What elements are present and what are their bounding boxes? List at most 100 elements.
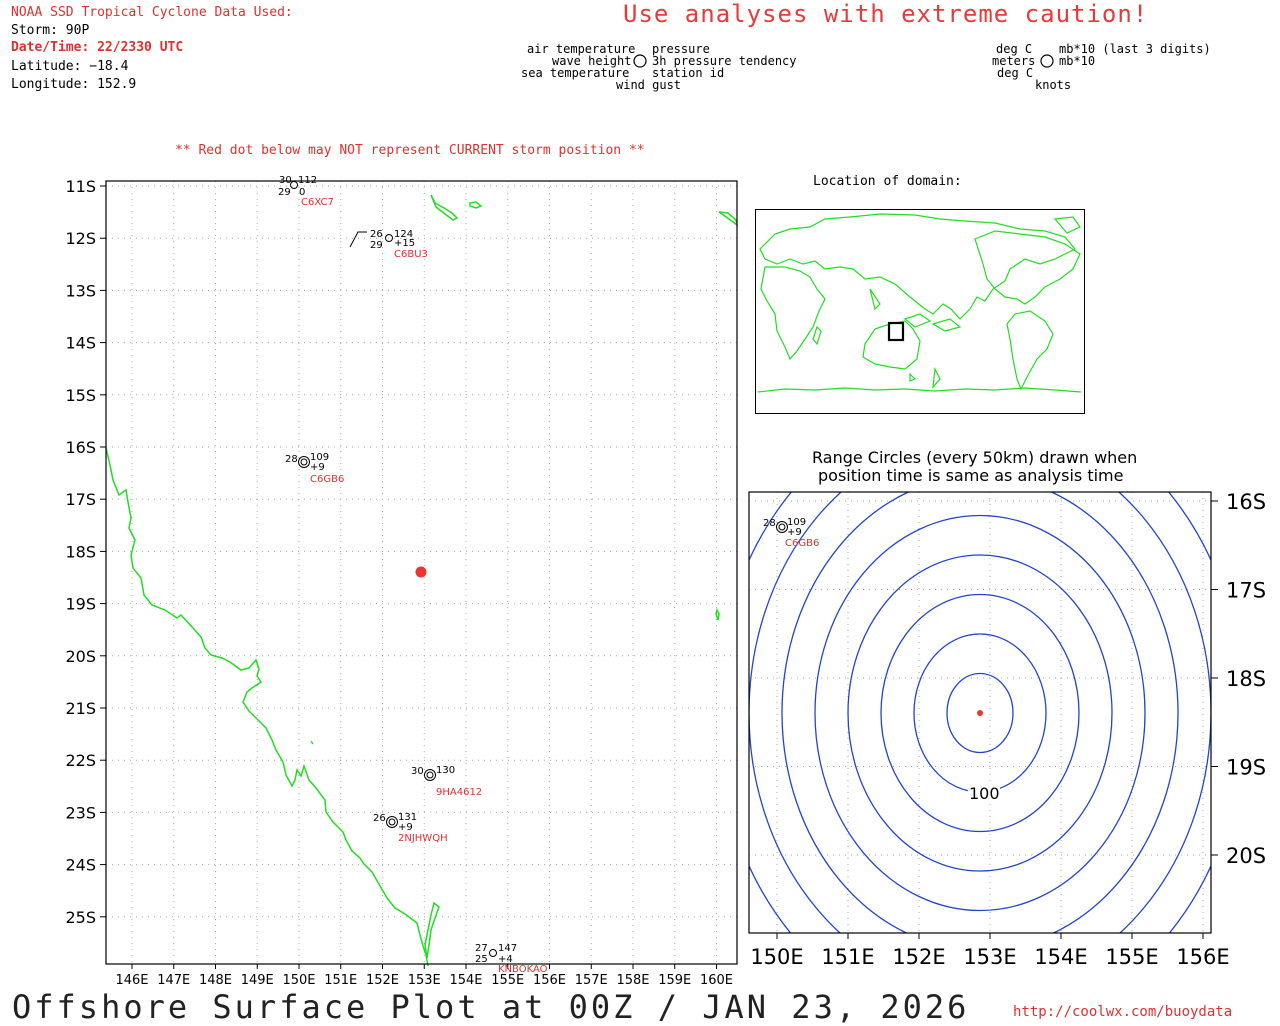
main-lon-label: 160E xyxy=(700,973,733,988)
main-lat-label: 23S xyxy=(65,803,96,822)
main-lat-label: 24S xyxy=(65,856,96,875)
station-knbokao: 27 147 25 +4 KNBOKAO xyxy=(475,943,548,975)
source-line: NOAA SSD Tropical Cyclone Data Used: xyxy=(11,5,293,20)
main-lon-label: 155E xyxy=(491,973,524,988)
station-2njhwqh-pressure: 131 xyxy=(398,812,417,823)
range-lon-label: 152E xyxy=(892,945,945,969)
source-url[interactable]: http://coolwx.com/buoydata xyxy=(1013,1004,1233,1020)
main-map-grid xyxy=(100,181,737,969)
range-station-c6gb6: 28 109 +9 C6GB6 xyxy=(763,517,819,549)
main-lat-label: 11S xyxy=(65,177,96,196)
range-station-id: C6GB6 xyxy=(785,538,819,549)
caution-banner: Use analyses with extreme caution! xyxy=(623,0,1149,28)
storm-position-warning: ** Red dot below may NOT represent CURRE… xyxy=(175,143,645,158)
coral-island-1 xyxy=(430,194,459,221)
units-gust: knots xyxy=(1035,78,1072,92)
main-lat-label: 18S xyxy=(65,542,96,561)
range-circle xyxy=(749,492,1211,933)
coral-island-2 xyxy=(469,201,483,209)
station-9ha4612-id: 9HA4612 xyxy=(436,787,482,798)
fraser-island xyxy=(424,901,440,959)
station-c6bu3-tend: +15 xyxy=(394,238,415,249)
range-circle xyxy=(880,593,1080,833)
station-c6xc7-top-left: 30 xyxy=(279,175,292,186)
storm-longitude: Longitude: 152.9 xyxy=(11,77,137,92)
station-c6gb6-tend: +9 xyxy=(310,462,325,473)
range-circle xyxy=(814,514,1146,912)
main-lon-label: 146E xyxy=(115,973,148,988)
legend-pressure: pressure xyxy=(652,42,710,56)
range-lon-label: 153E xyxy=(963,945,1016,969)
station-knbokao-id: KNBOKAO xyxy=(498,964,548,975)
location-of-domain-label: Location of domain: xyxy=(813,174,962,189)
main-lat-label: 13S xyxy=(65,281,96,300)
units-pressure: mb*10 (last 3 digits) xyxy=(1059,42,1211,56)
storm-latitude: Latitude: −18.4 xyxy=(11,59,129,74)
legend-wave-height: wave height xyxy=(552,54,632,68)
main-lon-label: 152E xyxy=(366,973,399,988)
main-lat-label: 25S xyxy=(65,908,96,927)
range-circles xyxy=(749,492,1211,933)
station-c6gb6: 28 109 +9 C6GB6 xyxy=(285,452,344,485)
station-c6xc7: 30 112 29 0 C6XC7 xyxy=(278,175,334,208)
main-map: 11S 12S 13S 14S 15S 16S 17S 18S 19S 20S 21S 22S 23S 2… xyxy=(65,175,739,988)
plot-title: Offshore Surface Plot at 00Z / JAN 23, 2… xyxy=(12,988,970,1026)
station-c6gb6-id: C6GB6 xyxy=(310,474,344,485)
range-circle xyxy=(847,554,1113,872)
range-circle-label: 100 xyxy=(969,784,1000,803)
units-tendency: mb*10 xyxy=(1059,54,1096,68)
domain-box-icon xyxy=(887,321,905,342)
range-lat-label: 18S xyxy=(1226,667,1266,691)
station-knbokao-tend: +4 xyxy=(498,954,513,965)
range-lat-label: 20S xyxy=(1226,844,1266,868)
main-lon-label: 159E xyxy=(658,973,691,988)
range-lat-label: 19S xyxy=(1226,756,1266,780)
storm-datetime: Date/Time: 22/2330 UTC xyxy=(11,40,184,55)
main-lat-label: 19S xyxy=(65,595,96,614)
storm-name: Storm: 90P xyxy=(11,23,90,38)
main-lat-label: 16S xyxy=(65,438,96,457)
range-lon-label: 151E xyxy=(821,945,874,969)
station-9ha4612: 30 130 9HA4612 xyxy=(411,765,482,798)
main-lon-label: 158E xyxy=(616,973,649,988)
station-knbokao-pressure: 147 xyxy=(498,943,517,954)
main-map-frame xyxy=(105,180,738,965)
station-c6xc7-air: 29 xyxy=(278,187,291,198)
units-air: deg C xyxy=(996,42,1033,56)
range-station-tend: +9 xyxy=(787,527,802,538)
station-knbokao-sea: 25 xyxy=(475,954,488,965)
main-lon-label: 150E xyxy=(282,973,315,988)
range-lon-label: 150E xyxy=(750,945,803,969)
main-lon-label: 147E xyxy=(157,973,190,988)
legend-pressure-tendency: 3h pressure tendency xyxy=(652,54,797,68)
station-knbokao-air: 27 xyxy=(475,943,488,954)
station-2njhwqh: 26 131 +9 2NJHWQH xyxy=(373,812,448,844)
main-lat-label: 21S xyxy=(65,699,96,718)
main-lon-label: 151E xyxy=(324,973,357,988)
range-lat-label: 16S xyxy=(1226,490,1266,514)
range-circle xyxy=(781,492,1179,933)
range-station-air: 28 xyxy=(763,518,776,529)
legend-wind-gust: wind gust xyxy=(616,78,682,92)
station-c6bu3-air: 26 xyxy=(370,229,383,240)
station-2njhwqh-air: 26 xyxy=(373,813,386,824)
station-c6gb6-pressure: 109 xyxy=(310,452,329,463)
station-c6bu3-id: C6BU3 xyxy=(394,249,428,260)
main-lon-label: 156E xyxy=(533,973,566,988)
main-lon-label: 154E xyxy=(449,973,482,988)
legend-station-circle-icon xyxy=(633,54,647,68)
world-inset-map xyxy=(755,209,1085,414)
range-lon-label: 156E xyxy=(1176,945,1229,969)
main-lat-label: 14S xyxy=(65,334,96,353)
main-lat-label: 12S xyxy=(65,229,96,248)
range-title-line1: Range Circles (every 50km) drawn when xyxy=(812,448,1138,467)
range-map-frame xyxy=(748,491,1212,934)
range-lon-label: 154E xyxy=(1034,945,1087,969)
station-c6bu3-pressure: 124 xyxy=(394,229,413,240)
station-c6xc7-id: C6XC7 xyxy=(301,197,334,208)
main-lat-label: 15S xyxy=(65,386,96,405)
legend-air-temp: air temperature xyxy=(527,42,636,56)
storm-position-dot xyxy=(415,566,427,578)
station-2njhwqh-id: 2NJHWQH xyxy=(398,833,448,844)
range-lat-label: 17S xyxy=(1226,579,1266,603)
